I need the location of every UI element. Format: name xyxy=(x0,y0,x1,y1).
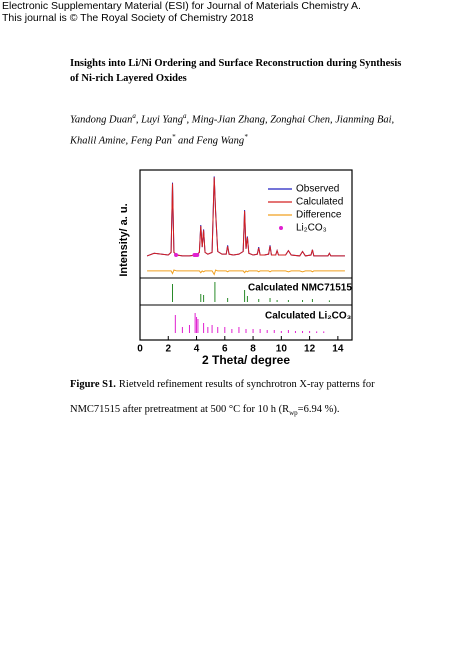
x-tick-label: 10 xyxy=(276,344,288,355)
author-text: Yandong Duan xyxy=(70,114,133,126)
author-text: , Luyi Yang xyxy=(135,114,184,126)
x-tick-label: 8 xyxy=(250,344,256,355)
plot-frame xyxy=(139,169,353,341)
author-mark: * xyxy=(244,132,248,141)
data-line xyxy=(147,269,345,276)
author-text: , Ming-Jian Zhang, Zonghai Chen, Jianmin… xyxy=(70,114,395,147)
author-text: and Feng Wang xyxy=(175,135,245,146)
header-line: This journal is © The Royal Society of C… xyxy=(2,12,254,24)
legend-label: Li₂CO₃ xyxy=(296,223,327,234)
x-tick-label: 2 xyxy=(165,344,171,355)
x-tick-label: 12 xyxy=(304,344,316,355)
x-tick-label: 4 xyxy=(194,344,200,355)
legend-marker xyxy=(279,226,283,230)
chart: 2 Theta/ degree Intensity/ a. u. 0 2 4 6 8 10… xyxy=(118,169,353,367)
authors: Yandong Duana, Luyi Yanga, Ming-Jian Zha… xyxy=(70,108,405,149)
x-tick-label: 0 xyxy=(137,344,143,355)
caption-label: Figure S1. xyxy=(70,379,116,390)
li2co3-marker xyxy=(195,253,200,258)
panel-label: Calculated NMC71515 xyxy=(248,283,352,294)
x-axis-label: 2 Theta/ degree xyxy=(202,353,290,367)
legend-label: Observed xyxy=(296,184,339,195)
caption-text: Rietveld refinement results of synchrotr… xyxy=(70,379,375,415)
panel-label: Calculated Li₂CO₃ xyxy=(265,311,352,322)
author-mark: a xyxy=(132,112,136,120)
caption-subscript: wp xyxy=(289,409,298,418)
legend-label: Calculated xyxy=(296,197,343,208)
legend-label: Difference xyxy=(296,210,342,221)
li2co3-marker xyxy=(174,253,179,258)
header-line: Electronic Supplementary Material (ESI) … xyxy=(2,0,361,12)
author-mark: a xyxy=(183,112,187,120)
y-axis-label: Intensity/ a. u. xyxy=(118,203,130,276)
figure-caption: Figure S1. Rietveld refinement results of… xyxy=(70,372,410,426)
author-mark: * xyxy=(171,132,176,141)
paper-title: Insights into Li/Ni Ordering and Surface… xyxy=(70,58,402,84)
x-tick-label: 14 xyxy=(332,344,344,355)
caption-text: =6.94 %). xyxy=(297,404,340,415)
x-tick-label: 6 xyxy=(222,344,228,355)
